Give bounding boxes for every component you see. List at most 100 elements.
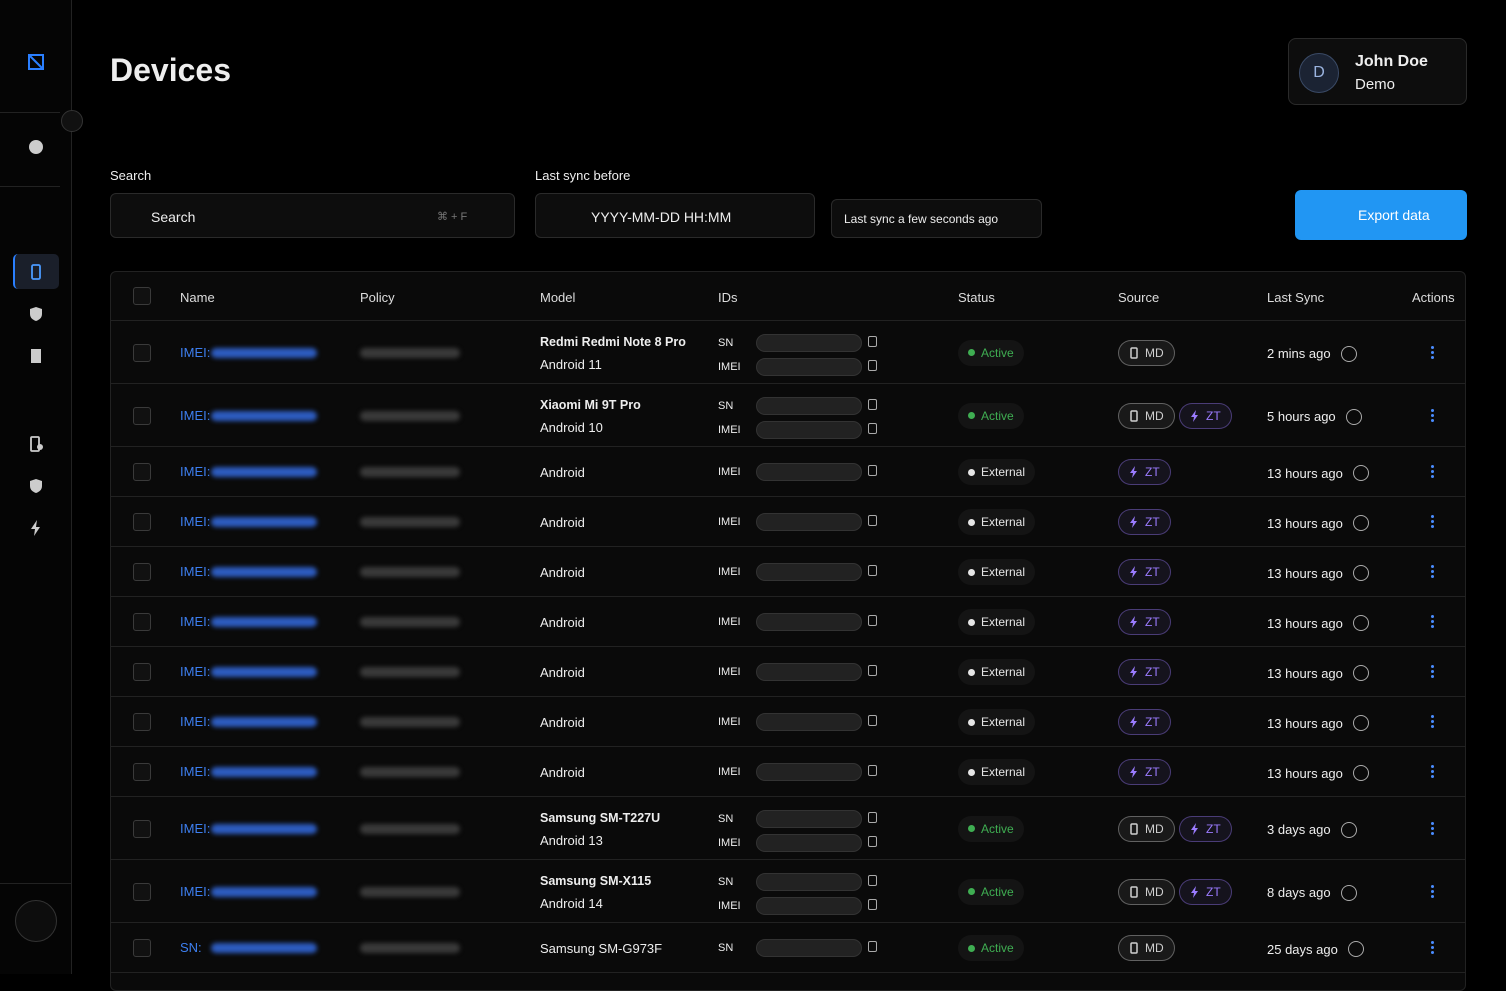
- actions-menu[interactable]: [1430, 465, 1436, 479]
- actions-menu[interactable]: [1430, 941, 1436, 955]
- last-sync: 13 hours ago: [1267, 515, 1369, 531]
- device-link[interactable]: IMEI:: [180, 883, 211, 899]
- copy-button[interactable]: [868, 835, 877, 847]
- actions-menu[interactable]: [1430, 765, 1436, 779]
- copy-button[interactable]: [868, 335, 877, 347]
- device-link[interactable]: IMEI:: [180, 407, 211, 423]
- status-dot: [968, 518, 975, 526]
- actions-menu[interactable]: [1430, 408, 1436, 423]
- device-link[interactable]: IMEI:: [180, 514, 211, 529]
- checkbox[interactable]: [133, 513, 151, 531]
- info-icon[interactable]: [1352, 665, 1369, 681]
- info-icon[interactable]: [1345, 408, 1362, 425]
- bolt-icon[interactable]: [26, 518, 46, 538]
- device-link[interactable]: IMEI:: [180, 344, 211, 360]
- collapse-button[interactable]: [61, 110, 83, 132]
- source-badge: MD: [1118, 339, 1175, 366]
- info-icon[interactable]: [1340, 884, 1357, 901]
- source-icon: [1130, 616, 1137, 628]
- redacted-policy: [360, 517, 460, 527]
- info-icon[interactable]: [1352, 465, 1369, 481]
- copy-button[interactable]: [868, 811, 877, 823]
- actions-menu[interactable]: [1430, 515, 1436, 529]
- column-header[interactable]: Policy: [360, 290, 395, 305]
- dashboard-icon[interactable]: [26, 137, 46, 157]
- info-icon[interactable]: [1340, 821, 1357, 838]
- devices-nav[interactable]: [13, 254, 59, 289]
- info-icon[interactable]: [1352, 765, 1369, 781]
- column-header[interactable]: Name: [180, 290, 215, 305]
- table-row: IMEI: Android IMEI External ZT 13 hours ago: [111, 647, 1465, 697]
- copy-button[interactable]: [868, 398, 877, 410]
- checkbox[interactable]: [133, 713, 151, 731]
- copy-button[interactable]: [868, 715, 877, 726]
- actions-menu[interactable]: [1430, 884, 1436, 899]
- actions-menu[interactable]: [1430, 821, 1436, 836]
- checkbox[interactable]: [133, 763, 151, 781]
- column-header[interactable]: Last Sync: [1267, 290, 1325, 305]
- column-header[interactable]: Model: [540, 290, 576, 305]
- info-icon[interactable]: [1340, 345, 1357, 362]
- checkbox[interactable]: [133, 563, 151, 581]
- policy-icon[interactable]: [26, 304, 46, 324]
- copy-button[interactable]: [868, 898, 877, 910]
- checkbox[interactable]: [133, 939, 151, 957]
- checkbox[interactable]: [133, 463, 151, 481]
- checkbox[interactable]: [133, 882, 151, 901]
- theme-toggle[interactable]: [15, 900, 57, 942]
- device-link[interactable]: IMEI:: [180, 714, 211, 729]
- checkbox[interactable]: [133, 406, 151, 425]
- info-icon[interactable]: [1352, 565, 1369, 581]
- actions-menu[interactable]: [1430, 715, 1436, 729]
- copy-button[interactable]: [868, 465, 877, 476]
- copy-button[interactable]: [868, 941, 877, 952]
- last-sync: 13 hours ago: [1267, 615, 1369, 631]
- copy-button[interactable]: [868, 665, 877, 676]
- device-link[interactable]: IMEI:: [180, 664, 211, 679]
- device-link[interactable]: IMEI:: [180, 464, 211, 479]
- model: Samsung SM-T227U: [540, 810, 661, 825]
- actions-menu[interactable]: [1430, 615, 1436, 629]
- info-icon[interactable]: [1347, 941, 1364, 957]
- checkbox[interactable]: [133, 819, 151, 838]
- column-header[interactable]: Status: [958, 290, 995, 305]
- status-dot: [968, 412, 975, 419]
- copy-button[interactable]: [868, 874, 877, 886]
- copy-button[interactable]: [868, 515, 877, 526]
- user-menu[interactable]: D John Doe Demo: [1288, 38, 1467, 105]
- device-settings-icon[interactable]: [26, 434, 46, 454]
- device-link[interactable]: SN:: [180, 940, 202, 955]
- copy-button[interactable]: [868, 765, 877, 776]
- checkbox[interactable]: [133, 663, 151, 681]
- actions-menu[interactable]: [1430, 345, 1436, 360]
- info-icon[interactable]: [1352, 715, 1369, 731]
- device-link[interactable]: IMEI:: [180, 764, 211, 779]
- refresh-button[interactable]: Last sync a few seconds ago: [831, 199, 1042, 238]
- source-text: MD: [1145, 884, 1164, 899]
- checkbox[interactable]: [133, 613, 151, 631]
- actions-menu[interactable]: [1430, 665, 1436, 679]
- column-header[interactable]: Source: [1118, 290, 1160, 305]
- search-input[interactable]: Search ⌘ + F: [110, 193, 515, 238]
- copy-button[interactable]: [868, 615, 877, 626]
- source-icon: [1130, 466, 1137, 478]
- copy-button[interactable]: [868, 422, 877, 434]
- checkbox[interactable]: [133, 287, 151, 305]
- export-button[interactable]: Export data: [1295, 190, 1467, 240]
- building-icon[interactable]: [26, 346, 46, 366]
- column-header[interactable]: Actions: [1412, 290, 1455, 305]
- device-link[interactable]: IMEI:: [180, 614, 211, 629]
- info-icon[interactable]: [1352, 615, 1369, 631]
- date-input[interactable]: YYYY-MM-DD HH:MM: [535, 193, 815, 238]
- source-icon: [1130, 716, 1137, 728]
- checkbox[interactable]: [133, 343, 151, 362]
- copy-button[interactable]: [868, 565, 877, 576]
- table-header: Name Policy Model IDs Status Source Last Sync A…: [111, 272, 1465, 321]
- column-header[interactable]: IDs: [718, 290, 738, 305]
- copy-button[interactable]: [868, 359, 877, 371]
- info-icon[interactable]: [1352, 515, 1369, 531]
- actions-menu[interactable]: [1430, 565, 1436, 579]
- device-link[interactable]: IMEI:: [180, 820, 211, 836]
- device-link[interactable]: IMEI:: [180, 564, 211, 579]
- shield-icon[interactable]: [26, 476, 46, 496]
